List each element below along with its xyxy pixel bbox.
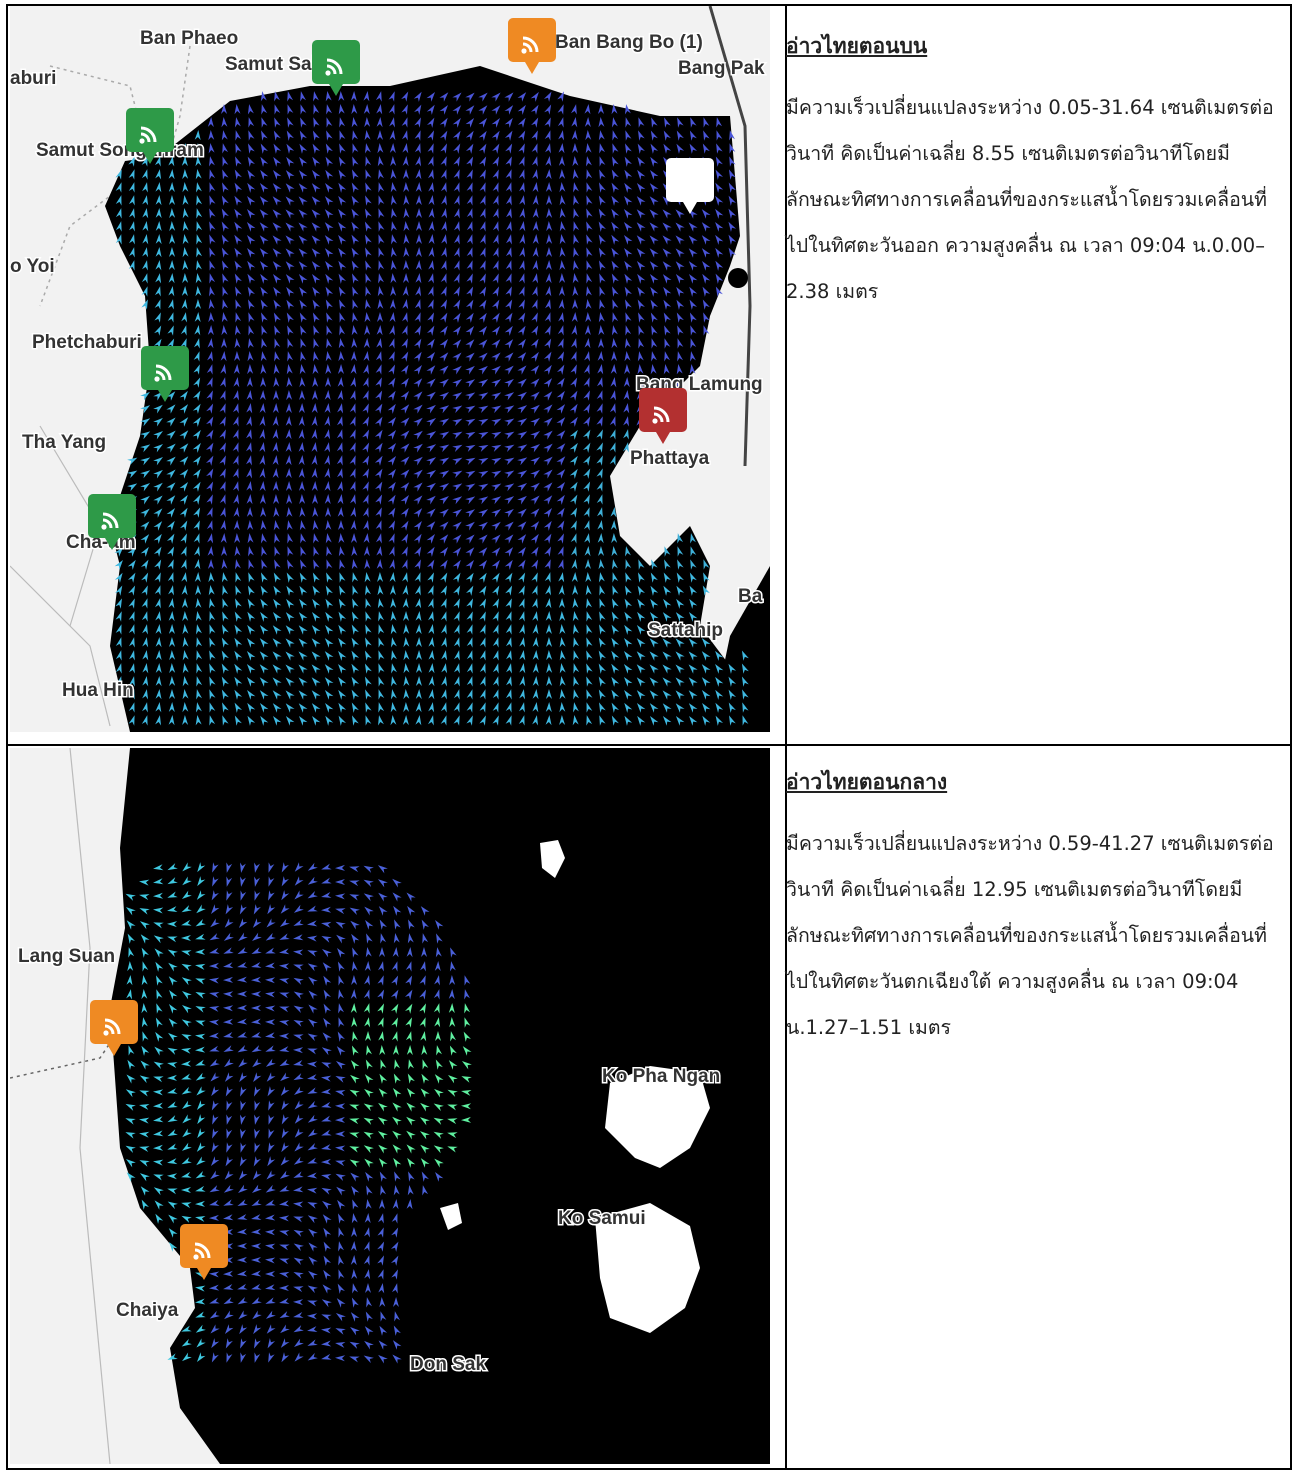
place-label: Samut Songkhram (36, 140, 204, 161)
sea-area (105, 66, 770, 732)
place-label: Tha Yang (22, 432, 106, 453)
place-label: Sattahip (648, 620, 723, 641)
place-label: Chaiya (116, 1300, 179, 1321)
place-label: Phetchaburi (32, 332, 142, 353)
upper-gulf-current-map[interactable]: Ban Phaeo Samut Sakhon Ban Bang Bo (1) B… (10, 6, 770, 732)
station-marker[interactable] (141, 346, 189, 402)
section-text: มีความเร็วเปลี่ยนแปลงระหว่าง 0.05-31.64 … (786, 96, 1274, 303)
place-label: Ban Bang Bo (1) (555, 32, 703, 53)
upper-gulf-description: อ่าวไทยตอนบน มีความเร็วเปลี่ยนแปลงระหว่า… (786, 30, 1282, 315)
current-vectors (125, 862, 472, 1364)
place-label: Hua Hin (62, 680, 134, 701)
station-marker[interactable] (666, 158, 714, 214)
place-label: Don Sak (410, 1354, 486, 1375)
table-divider-vertical (785, 6, 787, 1468)
central-gulf-current-map[interactable]: Lang Suan Ko Pha Ngan Ko Samui Chaiya Do… (10, 748, 770, 1464)
station-marker[interactable] (90, 1000, 138, 1056)
place-label: Ban Phaeo (140, 28, 238, 49)
island-ko-pha-ngan (605, 1066, 710, 1168)
place-label: Ko Pha Ngan (602, 1066, 720, 1087)
central-gulf-description: อ่าวไทยตอนกลาง มีความเร็วเปลี่ยนแปลงระหว… (786, 766, 1282, 1051)
station-marker[interactable] (508, 18, 556, 74)
current-vectors (114, 91, 749, 726)
section-heading: อ่าวไทยตอนกลาง (786, 770, 948, 794)
section-text: มีความเร็วเปลี่ยนแปลงระหว่าง 0.59-41.27 … (786, 832, 1274, 1039)
station-marker[interactable] (312, 40, 360, 96)
table-divider-horizontal (8, 744, 1290, 746)
station-marker[interactable] (639, 388, 687, 444)
place-label: aburi (10, 68, 56, 89)
station-marker[interactable] (126, 108, 174, 164)
place-label: o Yoi (10, 256, 55, 277)
place-label: Bang Pak (678, 58, 765, 79)
island-ko-samui (595, 1203, 700, 1333)
place-label: Ko Samui (558, 1208, 646, 1229)
upper-gulf-map-svg: Ban Phaeo Samut Sakhon Ban Bang Bo (1) B… (10, 6, 770, 732)
station-marker[interactable] (88, 494, 136, 550)
place-label: Ba (738, 586, 763, 607)
central-gulf-map-svg: Lang Suan Ko Pha Ngan Ko Samui Chaiya Do… (10, 748, 770, 1464)
place-label: Lang Suan (18, 946, 115, 967)
station-marker[interactable] (180, 1224, 228, 1280)
place-label: Phattaya (630, 448, 710, 469)
section-heading: อ่าวไทยตอนบน (786, 34, 928, 58)
content-table (6, 4, 1292, 1470)
